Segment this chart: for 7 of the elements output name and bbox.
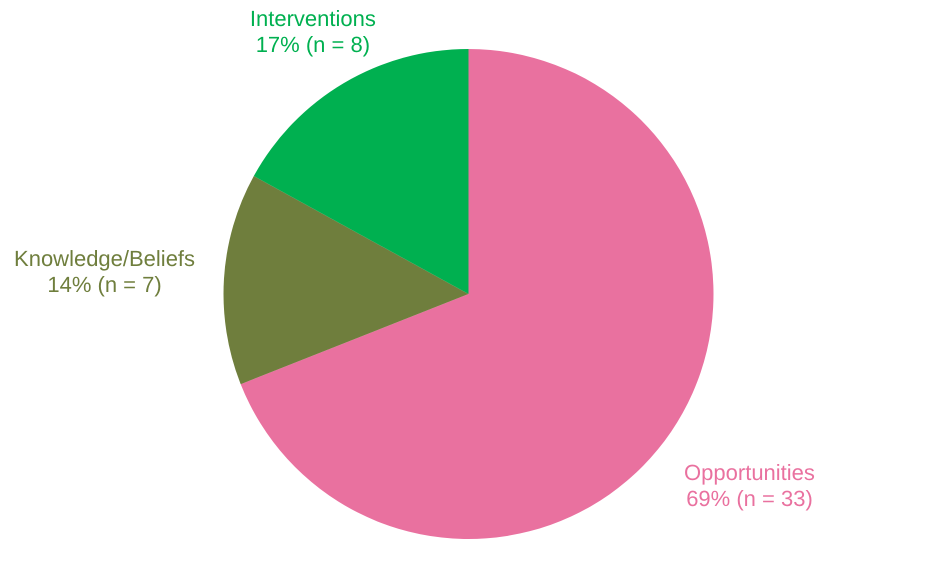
slice-label: Opportunities (684, 460, 815, 485)
data-label: 69% (n = 33) (686, 486, 813, 511)
data-label: 14% (n = 7) (47, 272, 162, 298)
slice-label: Knowledge/Beliefs (14, 246, 196, 272)
pie-slice (224, 176, 468, 384)
slice-label: Interventions (250, 6, 376, 31)
data-label: 17% (n = 8) (256, 32, 370, 57)
